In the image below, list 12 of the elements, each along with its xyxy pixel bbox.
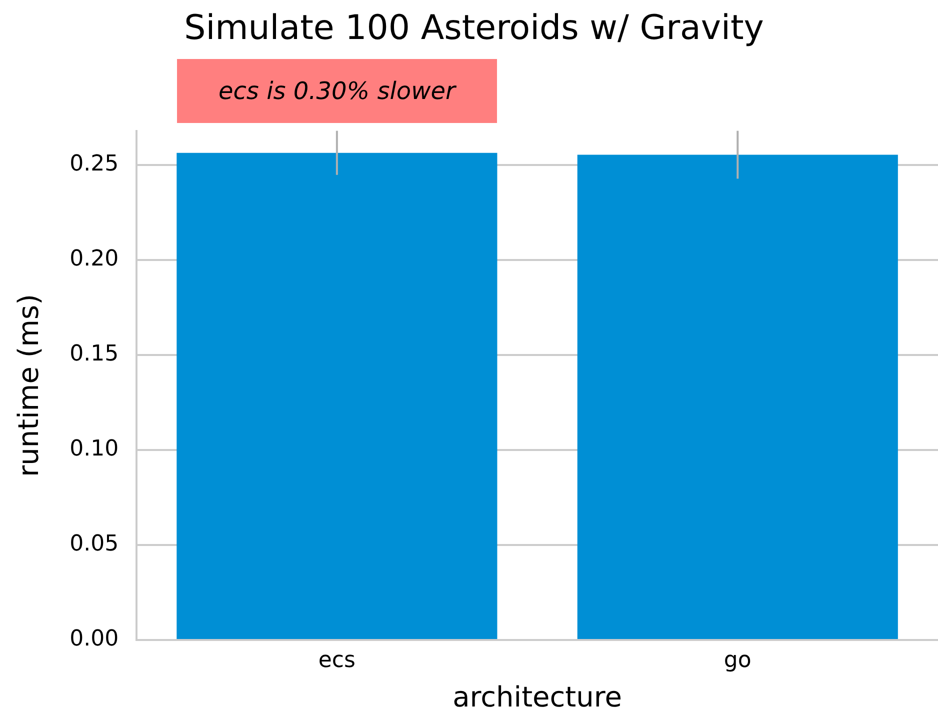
y-tick-label: 0.15 (70, 342, 119, 367)
x-axis-title: architecture (452, 680, 622, 714)
y-axis-title: runtime (ms) (12, 294, 46, 477)
chart-title: Simulate 100 Asteroids w/ Gravity (184, 8, 764, 48)
y-tick-label: 0.00 (70, 626, 119, 652)
x-tick-label: ecs (318, 648, 356, 673)
note-box: ecs is 0.30% slower (176, 58, 498, 123)
y-tick-label: 0.25 (70, 152, 119, 177)
x-tick-label: go (724, 648, 752, 673)
y-tick-label: 0.20 (70, 246, 119, 272)
y-tick-label: 0.05 (70, 532, 119, 557)
y-tick-label: 0.10 (70, 436, 119, 462)
